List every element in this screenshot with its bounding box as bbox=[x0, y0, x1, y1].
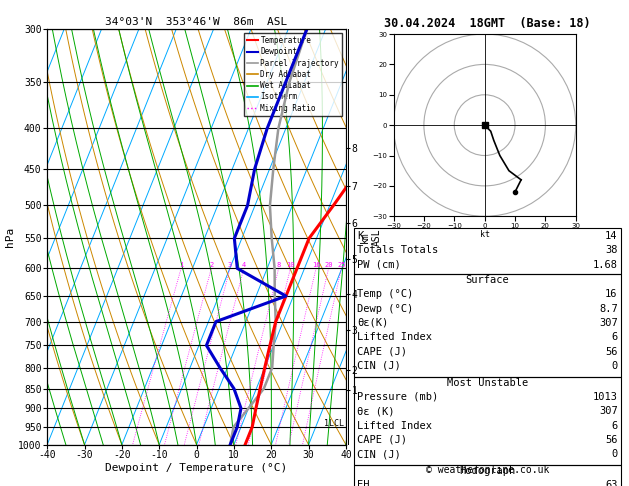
Text: 1013: 1013 bbox=[593, 392, 618, 402]
Text: Temp (°C): Temp (°C) bbox=[357, 289, 413, 299]
Text: 1: 1 bbox=[179, 262, 183, 268]
Text: 6: 6 bbox=[611, 420, 618, 431]
Text: 307: 307 bbox=[599, 406, 618, 417]
Text: θε(K): θε(K) bbox=[357, 318, 389, 328]
Text: 3: 3 bbox=[228, 262, 232, 268]
Text: CAPE (J): CAPE (J) bbox=[357, 347, 407, 357]
Text: Most Unstable: Most Unstable bbox=[447, 378, 528, 388]
Text: CIN (J): CIN (J) bbox=[357, 361, 401, 371]
Text: 6: 6 bbox=[611, 332, 618, 342]
Text: 0: 0 bbox=[611, 361, 618, 371]
Text: EH: EH bbox=[357, 480, 370, 486]
Text: K: K bbox=[357, 231, 364, 241]
Text: 25: 25 bbox=[337, 262, 345, 268]
Text: 16: 16 bbox=[312, 262, 320, 268]
Text: Dewp (°C): Dewp (°C) bbox=[357, 303, 413, 313]
Y-axis label: km
ASL: km ASL bbox=[360, 228, 382, 246]
Text: 8.7: 8.7 bbox=[599, 303, 618, 313]
Text: CAPE (J): CAPE (J) bbox=[357, 435, 407, 445]
Y-axis label: hPa: hPa bbox=[5, 227, 15, 247]
Text: 14: 14 bbox=[605, 231, 618, 241]
Text: 16: 16 bbox=[605, 289, 618, 299]
Text: 4: 4 bbox=[242, 262, 246, 268]
Title: 34°03'N  353°46'W  86m  ASL: 34°03'N 353°46'W 86m ASL bbox=[106, 17, 287, 27]
Text: CIN (J): CIN (J) bbox=[357, 449, 401, 459]
Text: θε (K): θε (K) bbox=[357, 406, 395, 417]
X-axis label: Dewpoint / Temperature (°C): Dewpoint / Temperature (°C) bbox=[106, 463, 287, 473]
Text: 1LCL: 1LCL bbox=[324, 419, 344, 428]
Text: Hodograph: Hodograph bbox=[459, 466, 516, 476]
Text: 38: 38 bbox=[605, 245, 618, 255]
Text: 0: 0 bbox=[611, 449, 618, 459]
Text: 56: 56 bbox=[605, 347, 618, 357]
Text: 307: 307 bbox=[599, 318, 618, 328]
Text: Lifted Index: Lifted Index bbox=[357, 332, 432, 342]
Text: Pressure (mb): Pressure (mb) bbox=[357, 392, 438, 402]
Text: 63: 63 bbox=[605, 480, 618, 486]
Text: Surface: Surface bbox=[465, 275, 509, 285]
Text: © weatheronline.co.uk: © weatheronline.co.uk bbox=[426, 465, 549, 475]
X-axis label: kt: kt bbox=[480, 230, 489, 239]
Text: 1.68: 1.68 bbox=[593, 260, 618, 270]
Text: 2: 2 bbox=[209, 262, 213, 268]
Legend: Temperature, Dewpoint, Parcel Trajectory, Dry Adiabat, Wet Adiabat, Isotherm, Mi: Temperature, Dewpoint, Parcel Trajectory… bbox=[243, 33, 342, 116]
Text: PW (cm): PW (cm) bbox=[357, 260, 401, 270]
Text: 8: 8 bbox=[277, 262, 281, 268]
Text: Lifted Index: Lifted Index bbox=[357, 420, 432, 431]
Text: 10: 10 bbox=[286, 262, 294, 268]
Text: Totals Totals: Totals Totals bbox=[357, 245, 438, 255]
Text: 20: 20 bbox=[325, 262, 333, 268]
Text: 30.04.2024  18GMT  (Base: 18): 30.04.2024 18GMT (Base: 18) bbox=[384, 17, 591, 30]
Text: 56: 56 bbox=[605, 435, 618, 445]
